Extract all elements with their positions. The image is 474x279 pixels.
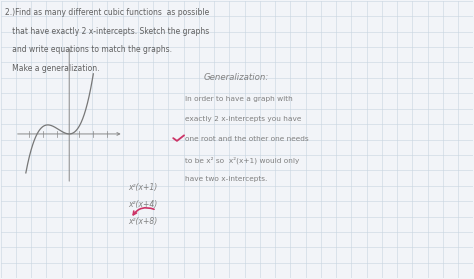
Text: to be x² so  x²(x+1) would only: to be x² so x²(x+1) would only — [185, 157, 300, 164]
Text: x²(x+4): x²(x+4) — [128, 200, 157, 209]
Text: exactly 2 x-intercepts you have: exactly 2 x-intercepts you have — [185, 116, 301, 122]
Text: and write equations to match the graphs.: and write equations to match the graphs. — [5, 45, 173, 54]
Text: In order to have a graph with: In order to have a graph with — [185, 97, 293, 102]
Text: Make a generalization.: Make a generalization. — [5, 64, 100, 73]
Text: have two x-intercepts.: have two x-intercepts. — [185, 176, 267, 182]
Text: Generalization:: Generalization: — [204, 73, 269, 82]
Text: x²(x+8): x²(x+8) — [128, 217, 157, 226]
Text: x²(x+1): x²(x+1) — [128, 182, 157, 191]
Text: 2.)Find as many different cubic functions  as possible: 2.)Find as many different cubic function… — [5, 8, 210, 17]
Text: that have exactly 2 x-intercepts. Sketch the graphs: that have exactly 2 x-intercepts. Sketch… — [5, 27, 210, 35]
Text: one root and the other one needs: one root and the other one needs — [185, 136, 309, 143]
